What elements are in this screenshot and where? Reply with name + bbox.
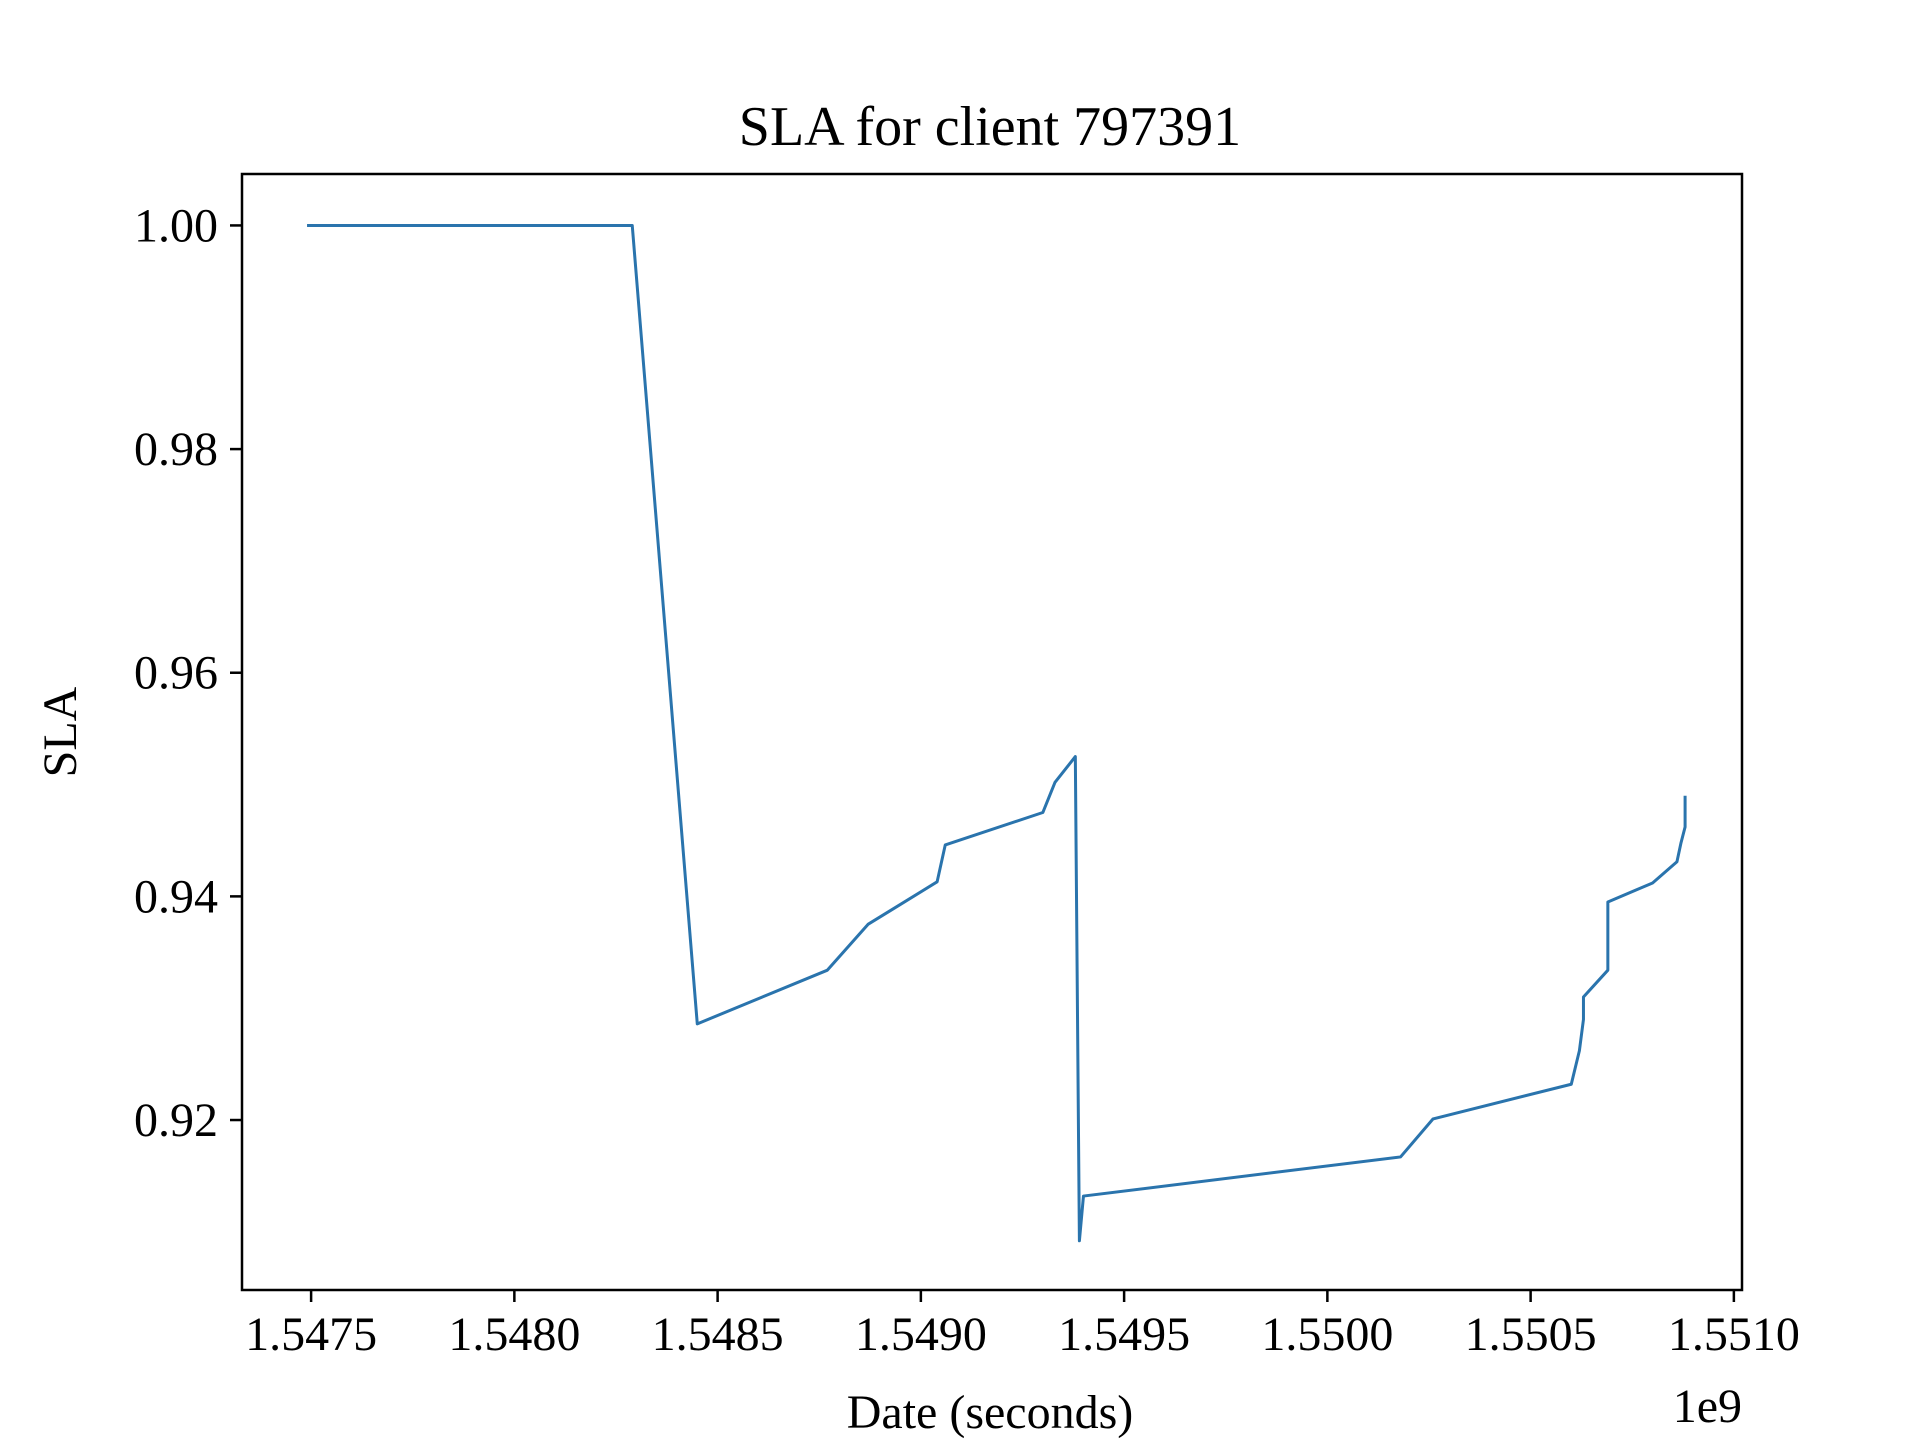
- y-tick-label: 0.98: [134, 423, 218, 476]
- x-tick-label: 1.5475: [245, 1308, 377, 1361]
- x-tick-label: 1.5490: [855, 1308, 987, 1361]
- x-axis-offset-text: 1e9: [1673, 1380, 1742, 1433]
- x-tick-label: 1.5480: [448, 1308, 580, 1361]
- y-tick-label: 0.96: [134, 647, 218, 700]
- sla-series-line: [307, 223, 1687, 1243]
- x-tick-label: 1.5485: [652, 1308, 784, 1361]
- y-tick-label: 0.92: [134, 1094, 218, 1147]
- x-tick-label: 1.5510: [1668, 1308, 1800, 1361]
- x-tick-label: 1.5505: [1465, 1308, 1597, 1361]
- x-axis-label: Date (seconds): [847, 1386, 1134, 1439]
- x-tick-label: 1.5500: [1261, 1308, 1393, 1361]
- chart-title: SLA for client 797391: [739, 96, 1241, 158]
- plot-area: [307, 223, 1687, 1243]
- axes-frame: [240, 172, 1744, 1292]
- y-tick-label: 0.94: [134, 870, 218, 923]
- y-axis-label: SLA: [34, 686, 87, 777]
- y-tick-label: 1.00: [134, 199, 218, 252]
- y-axis-ticks: 0.92 0.94 0.96 0.98 1.00: [134, 199, 242, 1147]
- x-axis-ticks: 1.5475 1.5480 1.5485 1.5490 1.5495 1.5500 1.55…: [245, 1290, 1800, 1361]
- x-tick-label: 1.5495: [1058, 1308, 1190, 1361]
